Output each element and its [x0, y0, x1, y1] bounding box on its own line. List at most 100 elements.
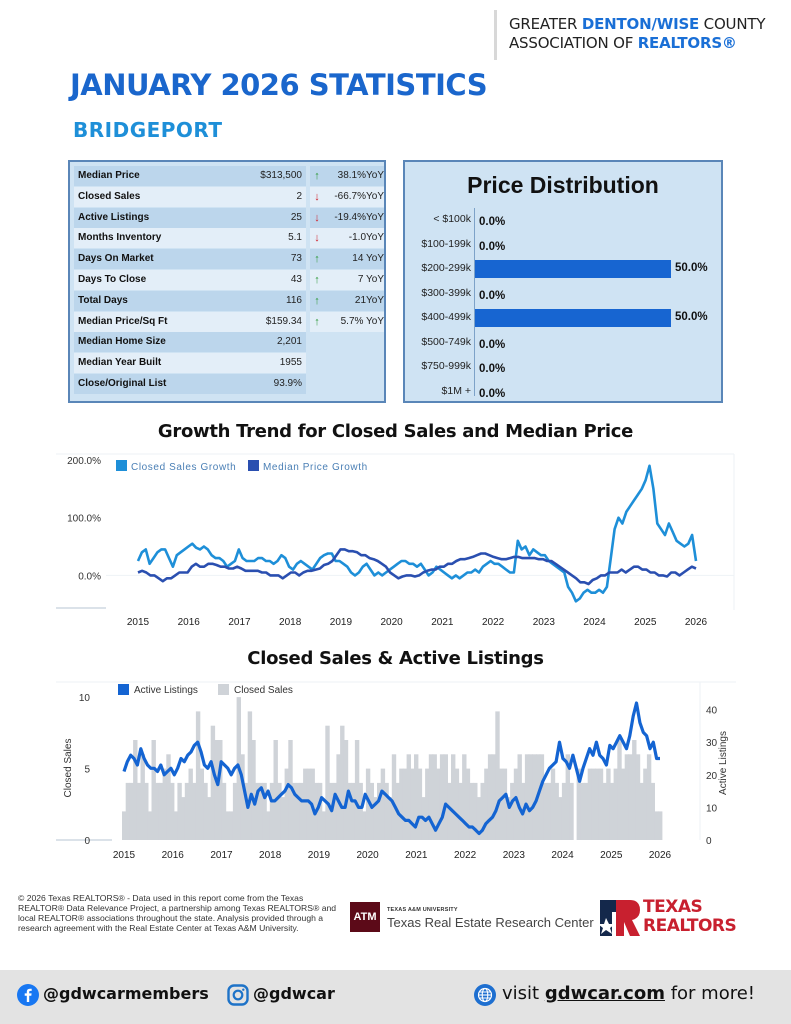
- tr-line2: REALTORS: [643, 916, 737, 936]
- org-logo-text: GREATER DENTON/WISE COUNTY ASSOCIATION O…: [509, 15, 765, 53]
- stat-yoy: 14 YoY: [324, 249, 384, 270]
- stat-label: Total Days: [74, 290, 224, 311]
- instagram-icon[interactable]: [227, 984, 249, 1006]
- website-link[interactable]: gdwcar.com: [544, 983, 665, 1004]
- closed-sales-bar: [576, 768, 581, 840]
- closed-sales-bar: [487, 754, 493, 840]
- closed-sales-bar: [595, 768, 600, 840]
- price-range-label: $400-499k: [421, 311, 471, 323]
- closed-sales-bar: [632, 740, 637, 840]
- x-tick-label: 2015: [113, 850, 136, 861]
- x-tick-label: 2016: [178, 617, 201, 628]
- growth-chart-title: Growth Trend for Closed Sales and Median…: [157, 421, 634, 442]
- price-range-label: $750-999k: [421, 360, 471, 372]
- closed-sales-bar: [151, 740, 156, 840]
- closed-sales-bar: [188, 768, 193, 840]
- right-y-tick-label: 10: [706, 803, 718, 814]
- closed-sales-bar: [158, 782, 164, 840]
- closed-sales-bar: [443, 754, 448, 840]
- closed-sales-bar: [351, 782, 356, 840]
- closed-sales-bar: [465, 768, 471, 840]
- closed-sales-bar: [343, 740, 349, 840]
- closed-sales-bar: [365, 768, 371, 840]
- price-distribution-row: < $100k 0.0%: [405, 208, 721, 232]
- closed-sales-bar: [480, 782, 485, 840]
- visit-website-text: visit gdwcar.com for more!: [502, 983, 755, 1004]
- legend-label: Closed Sales: [234, 685, 293, 696]
- arrow-up-icon: ↑: [310, 166, 324, 186]
- closed-sales-bar: [602, 782, 607, 840]
- closed-sales-bar: [491, 754, 496, 840]
- closed-sales-bar: [199, 768, 204, 840]
- closed-sales-bar: [639, 782, 644, 840]
- closed-sales-bar: [377, 782, 382, 840]
- texas-realtors-logo-icon: [600, 900, 640, 936]
- closed-sales-bar: [528, 754, 533, 840]
- closed-sales-bar: [436, 768, 441, 840]
- closed-sales-bar: [184, 782, 190, 840]
- arrow-up-icon: ↑: [310, 270, 324, 290]
- closed-sales-bar: [273, 740, 278, 840]
- closed-sales-bar: [584, 782, 589, 840]
- closed-sales-bar: [539, 754, 545, 840]
- stat-label: Median Price: [74, 166, 224, 186]
- x-tick-label: 2022: [454, 850, 477, 861]
- stat-label: Active Listings: [74, 207, 224, 228]
- sales-chart-title: Closed Sales & Active Listings: [247, 648, 544, 669]
- price-range-label: $1M +: [441, 384, 471, 397]
- tamu-university-label: TEXAS A&M UNIVERSITY: [387, 907, 458, 913]
- stat-yoy: 5.7% YoY: [324, 311, 384, 332]
- growth-trend-chart: 0.0% 100.0% 200.0% 2015 2016 2017 2018 2019 2020…: [56, 450, 736, 628]
- right-axis-label: Active Listings: [718, 731, 729, 795]
- closed-sales-bar: [399, 768, 404, 840]
- facebook-handle-link[interactable]: @gdwcarmembers: [43, 984, 209, 1003]
- price-distribution-value: 0.0%: [479, 240, 506, 253]
- stat-value: $313,500: [224, 166, 306, 186]
- closed-sales-bar: [550, 768, 556, 840]
- closed-sales-bar: [495, 711, 500, 840]
- x-tick-label: 2023: [503, 850, 526, 861]
- stat-label: Days On Market: [74, 249, 224, 270]
- closed-sales-bar: [506, 797, 511, 840]
- closed-sales-bar: [221, 782, 227, 840]
- closed-sales-active-listings-chart: 0 5 10 Closed Sales 0 10 20 30 40 Active Listings…: [56, 681, 736, 861]
- stat-value: 73: [224, 249, 306, 270]
- x-tick-label: 2023: [533, 617, 556, 628]
- facebook-icon[interactable]: [17, 984, 39, 1006]
- org-text: GREATER: [509, 15, 582, 33]
- closed-sales-bar: [369, 782, 374, 840]
- closed-sales-bar: [122, 811, 127, 840]
- closed-sales-bar: [650, 782, 655, 840]
- closed-sales-bar: [462, 754, 467, 840]
- x-tick-label: 2018: [279, 617, 302, 628]
- closed-sales-bar: [654, 811, 659, 840]
- right-y-tick-label: 40: [706, 706, 718, 717]
- price-distribution-value: 50.0%: [675, 262, 708, 274]
- price-distribution-bar: [475, 260, 671, 278]
- org-text-highlight: REALTORS®: [637, 34, 737, 52]
- arrow-up-icon: ↑: [310, 249, 324, 270]
- closed-sales-bar: [280, 797, 286, 840]
- x-tick-label: 2016: [162, 850, 185, 861]
- closed-sales-bar: [362, 811, 367, 840]
- tr-line1: TEXAS: [643, 897, 703, 917]
- closed-sales-bar: [439, 754, 445, 840]
- closed-sales-bar: [210, 725, 216, 840]
- legend-swatch: [248, 460, 259, 471]
- closed-sales-bar: [133, 740, 138, 840]
- stat-label: Close/Original List: [74, 374, 224, 394]
- closed-sales-bar: [136, 782, 142, 840]
- tamu-center-name: Texas Real Estate Research Center: [387, 915, 594, 930]
- legend-swatch: [116, 460, 127, 471]
- instagram-handle-link[interactable]: @gdwcar: [253, 984, 335, 1003]
- closed-sales-bar: [624, 754, 630, 840]
- stat-label: Days To Close: [74, 270, 224, 290]
- x-tick-label: 2026: [649, 850, 672, 861]
- closed-sales-bar: [195, 711, 201, 840]
- stat-value: 5.1: [224, 228, 306, 249]
- price-distribution-value: 0.0%: [479, 387, 506, 400]
- price-distribution-row: $100-199k 0.0%: [405, 233, 721, 257]
- closed-sales-bar: [558, 797, 563, 840]
- social-footer-bar: [0, 970, 791, 1024]
- stat-value: 2,201: [224, 332, 306, 353]
